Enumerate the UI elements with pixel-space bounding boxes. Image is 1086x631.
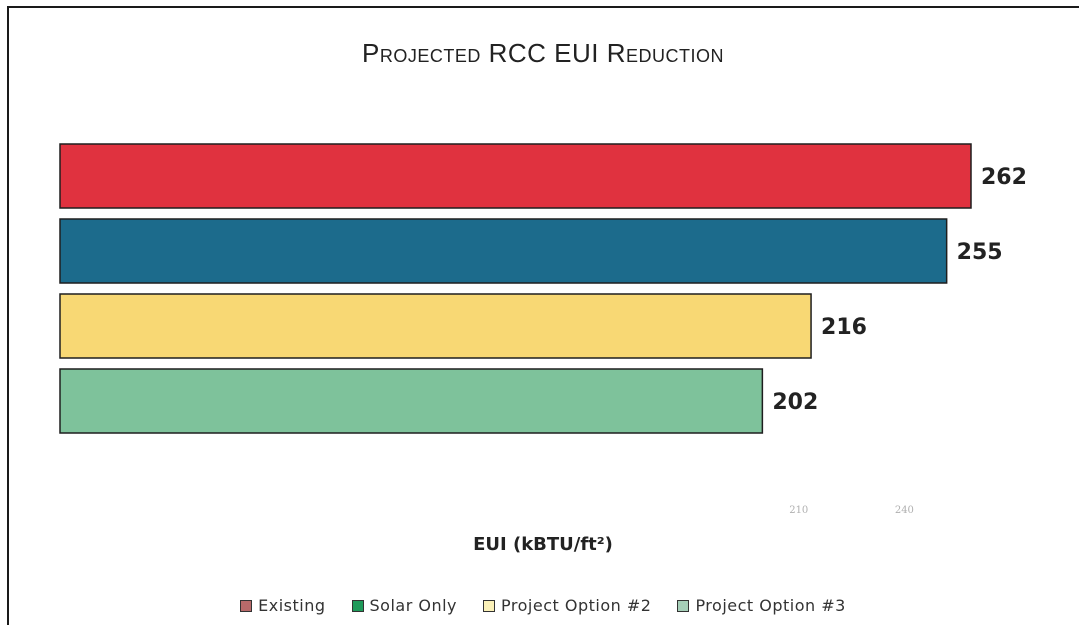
bars-group: 262 255 216 202 [59, 143, 1027, 434]
legend-item: Existing [240, 596, 325, 615]
legend-label: Project Option #2 [501, 596, 652, 615]
legend-swatch [677, 599, 690, 612]
x-tick-label: 240 [895, 505, 914, 516]
x-tick-label: 210 [789, 505, 808, 516]
legend-label: Solar Only [369, 596, 458, 615]
data-label: 255 [957, 240, 1003, 265]
legend-swatch [351, 599, 364, 612]
legend-label: Existing [258, 596, 326, 615]
bar-existing [59, 143, 972, 209]
bar-chart: 262 255 216 202 210 240 [59, 143, 1027, 516]
data-label: 262 [981, 165, 1027, 190]
data-label: 202 [772, 390, 818, 415]
legend-item: Project Option #3 [677, 596, 845, 615]
legend-item: Solar Only [351, 596, 458, 615]
bar-solar-only [59, 218, 948, 284]
legend-label: Project Option #3 [695, 596, 846, 615]
legend-swatch [240, 599, 253, 612]
legend: Existing Solar Only Project Option #2 Proje… [0, 596, 1086, 615]
x-ticks-group: 210 240 [789, 505, 914, 516]
bar-project-option-3 [59, 368, 764, 434]
data-label: 216 [821, 315, 867, 340]
legend-item: Project Option #2 [483, 596, 651, 615]
bar-project-option-2 [59, 293, 812, 359]
legend-swatch [483, 599, 496, 612]
x-axis-label: EUI (kBTU/ft²) [473, 534, 613, 555]
chart-title: Projected RCC EUI Reduction [362, 38, 724, 68]
